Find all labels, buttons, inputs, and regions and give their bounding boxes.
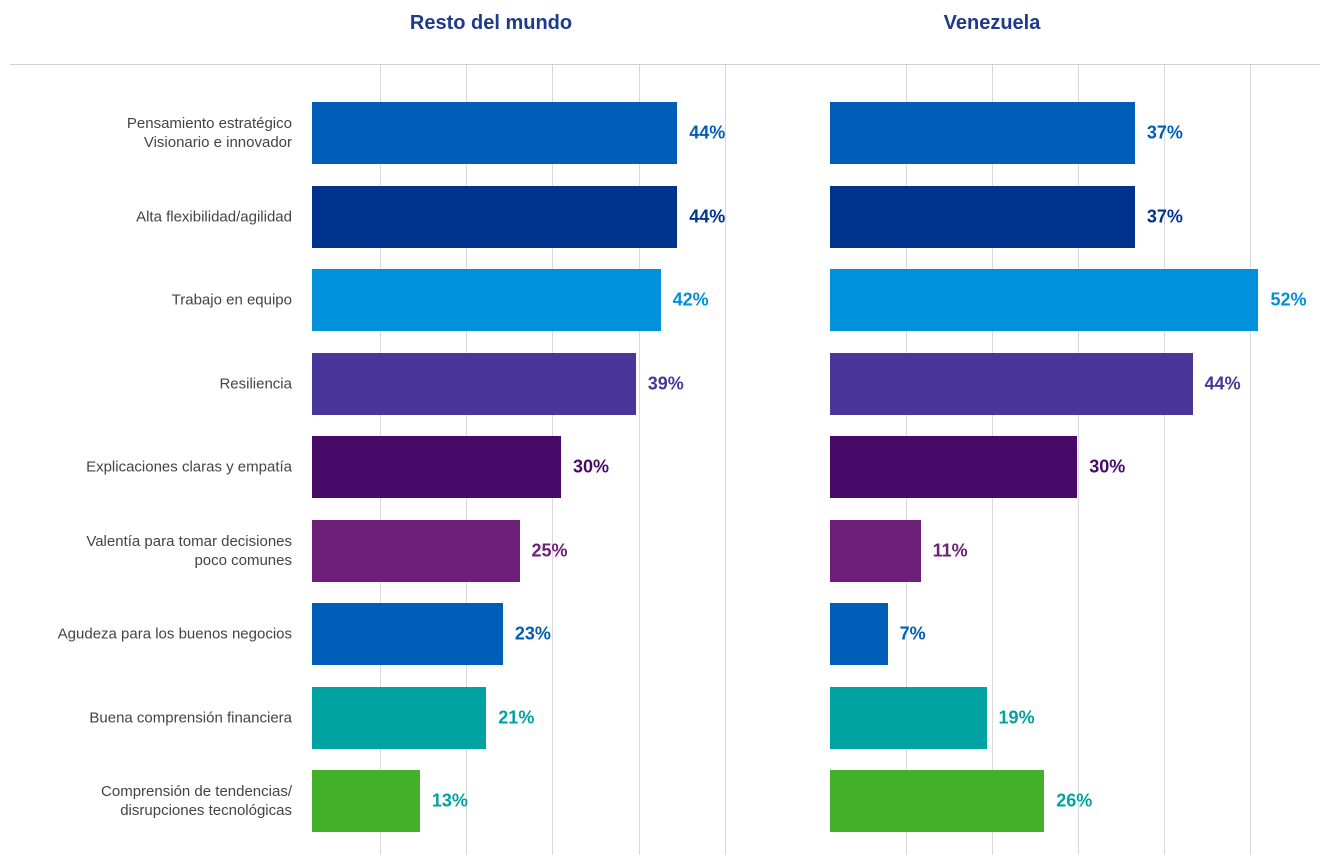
category-label: Resiliencia bbox=[219, 375, 292, 392]
bar bbox=[312, 269, 661, 331]
value-label: 25% bbox=[531, 540, 568, 560]
value-label: 30% bbox=[573, 456, 610, 477]
bar bbox=[830, 269, 1259, 331]
value-label: 11% bbox=[932, 540, 968, 560]
category-label: Buena comprensión financiera bbox=[89, 709, 292, 726]
bar bbox=[312, 185, 678, 248]
panel-title: Resto del mundo bbox=[409, 12, 573, 34]
category-label: Agudeza para los buenos negocios bbox=[57, 625, 292, 643]
bar bbox=[830, 686, 987, 749]
value-label: 30% bbox=[1089, 456, 1126, 477]
value-label: 37% bbox=[1146, 206, 1183, 226]
bar bbox=[830, 603, 888, 665]
grid-line bbox=[725, 65, 726, 855]
value-label: 44% bbox=[689, 122, 726, 143]
value-label: 23% bbox=[514, 623, 551, 644]
value-label: 44% bbox=[689, 206, 726, 226]
value-label: 26% bbox=[1056, 790, 1093, 811]
grid-line bbox=[1250, 65, 1251, 855]
header-rule bbox=[10, 64, 1320, 65]
bar bbox=[830, 770, 1045, 832]
bar bbox=[830, 519, 921, 582]
category-label: Explicaciones claras y empatía bbox=[86, 458, 292, 476]
value-label: 44% bbox=[1204, 373, 1241, 393]
value-label: 52% bbox=[1270, 289, 1307, 310]
value-label: 7% bbox=[899, 623, 926, 644]
bar bbox=[830, 102, 1135, 164]
bar bbox=[312, 102, 678, 164]
value-label: 42% bbox=[672, 289, 709, 310]
bar bbox=[312, 436, 561, 498]
category-label: Comprensión de tendencias/ disrupciones … bbox=[101, 783, 292, 819]
value-label: 39% bbox=[647, 373, 684, 393]
bar bbox=[312, 519, 520, 582]
category-label: Trabajo en equipo bbox=[171, 291, 292, 309]
grid-line bbox=[1078, 65, 1079, 855]
bar bbox=[312, 686, 487, 749]
bar bbox=[830, 436, 1078, 498]
bar bbox=[312, 352, 636, 415]
grid-line bbox=[1164, 65, 1165, 855]
bar bbox=[312, 603, 503, 665]
grid-line bbox=[639, 65, 640, 855]
bar bbox=[830, 185, 1135, 248]
bar bbox=[830, 352, 1193, 415]
category-label: Valentía para tomar decisiones poco comu… bbox=[86, 532, 292, 569]
value-label: 13% bbox=[431, 790, 468, 811]
panel-title: Venezuela bbox=[943, 12, 1041, 34]
category-label: Alta flexibilidad/agilidad bbox=[136, 208, 292, 225]
value-label: 37% bbox=[1146, 122, 1183, 143]
category-label: Pensamiento estratégico Visionario e inn… bbox=[126, 115, 292, 151]
bar bbox=[312, 770, 420, 832]
value-label: 21% bbox=[498, 707, 535, 727]
value-label: 19% bbox=[998, 707, 1035, 727]
